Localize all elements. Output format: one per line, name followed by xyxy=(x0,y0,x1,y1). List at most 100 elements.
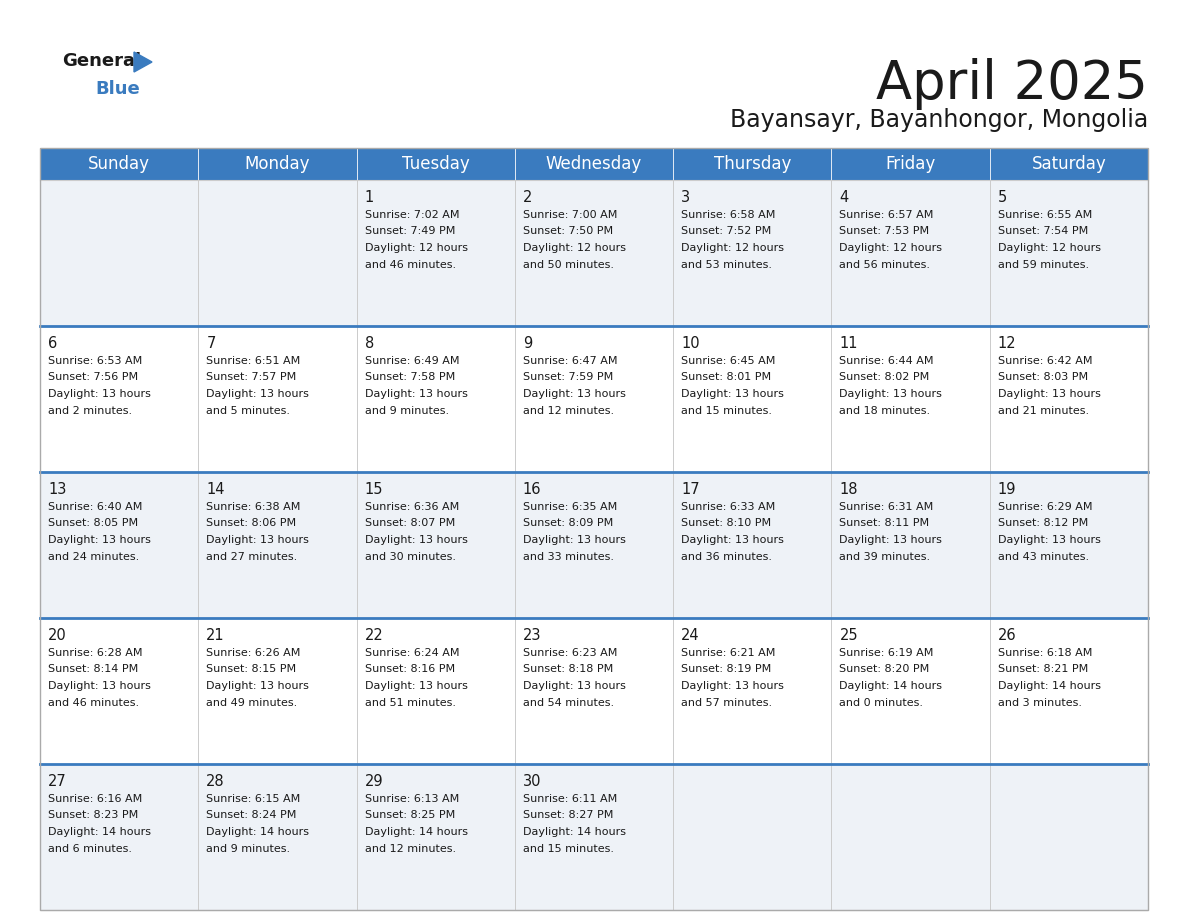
Text: Sunset: 8:24 PM: Sunset: 8:24 PM xyxy=(207,811,297,821)
Text: Daylight: 13 hours: Daylight: 13 hours xyxy=(207,681,309,691)
Text: Daylight: 14 hours: Daylight: 14 hours xyxy=(48,827,151,837)
Text: Daylight: 13 hours: Daylight: 13 hours xyxy=(48,389,151,399)
Bar xyxy=(40,472,198,618)
Bar xyxy=(990,326,1148,472)
Text: Sunrise: 6:26 AM: Sunrise: 6:26 AM xyxy=(207,648,301,658)
Bar xyxy=(514,148,674,180)
Text: Sunrise: 6:45 AM: Sunrise: 6:45 AM xyxy=(681,356,776,366)
Text: 22: 22 xyxy=(365,628,384,643)
Text: Sunrise: 7:02 AM: Sunrise: 7:02 AM xyxy=(365,210,459,220)
Text: Daylight: 13 hours: Daylight: 13 hours xyxy=(207,535,309,545)
Text: 24: 24 xyxy=(681,628,700,643)
Bar xyxy=(514,180,674,326)
Bar xyxy=(40,148,198,180)
Text: 6: 6 xyxy=(48,336,57,351)
Text: and 43 minutes.: and 43 minutes. xyxy=(998,552,1089,562)
Text: Sunset: 7:49 PM: Sunset: 7:49 PM xyxy=(365,227,455,237)
Text: Sunrise: 6:55 AM: Sunrise: 6:55 AM xyxy=(998,210,1092,220)
Text: Sunrise: 6:29 AM: Sunrise: 6:29 AM xyxy=(998,502,1092,512)
Text: and 0 minutes.: and 0 minutes. xyxy=(840,698,923,708)
Text: and 50 minutes.: and 50 minutes. xyxy=(523,260,614,270)
Text: 1: 1 xyxy=(365,190,374,205)
Text: and 12 minutes.: and 12 minutes. xyxy=(365,844,456,854)
Text: Sunrise: 6:23 AM: Sunrise: 6:23 AM xyxy=(523,648,618,658)
Text: 2: 2 xyxy=(523,190,532,205)
Text: 18: 18 xyxy=(840,482,858,497)
Bar xyxy=(514,618,674,764)
Text: Daylight: 13 hours: Daylight: 13 hours xyxy=(48,681,151,691)
Text: Sunrise: 6:35 AM: Sunrise: 6:35 AM xyxy=(523,502,617,512)
Text: 9: 9 xyxy=(523,336,532,351)
Text: Sunset: 7:58 PM: Sunset: 7:58 PM xyxy=(365,373,455,383)
Text: Sunset: 8:16 PM: Sunset: 8:16 PM xyxy=(365,665,455,675)
Text: Sunrise: 7:00 AM: Sunrise: 7:00 AM xyxy=(523,210,618,220)
Text: 28: 28 xyxy=(207,774,225,789)
Text: Daylight: 13 hours: Daylight: 13 hours xyxy=(207,389,309,399)
Text: Tuesday: Tuesday xyxy=(402,155,469,173)
Bar xyxy=(356,326,514,472)
Text: 29: 29 xyxy=(365,774,384,789)
Text: Sunrise: 6:24 AM: Sunrise: 6:24 AM xyxy=(365,648,459,658)
Text: and 57 minutes.: and 57 minutes. xyxy=(681,698,772,708)
Text: and 46 minutes.: and 46 minutes. xyxy=(48,698,139,708)
Text: Sunday: Sunday xyxy=(88,155,150,173)
Text: Daylight: 14 hours: Daylight: 14 hours xyxy=(523,827,626,837)
Text: Daylight: 13 hours: Daylight: 13 hours xyxy=(523,535,626,545)
Text: and 3 minutes.: and 3 minutes. xyxy=(998,698,1082,708)
Text: Sunset: 7:59 PM: Sunset: 7:59 PM xyxy=(523,373,613,383)
Text: and 39 minutes.: and 39 minutes. xyxy=(840,552,930,562)
Text: Daylight: 13 hours: Daylight: 13 hours xyxy=(840,535,942,545)
Text: Sunset: 7:50 PM: Sunset: 7:50 PM xyxy=(523,227,613,237)
Bar xyxy=(198,618,356,764)
Text: Sunrise: 6:33 AM: Sunrise: 6:33 AM xyxy=(681,502,776,512)
Text: Daylight: 12 hours: Daylight: 12 hours xyxy=(523,243,626,253)
Text: and 56 minutes.: and 56 minutes. xyxy=(840,260,930,270)
Text: Sunset: 8:20 PM: Sunset: 8:20 PM xyxy=(840,665,930,675)
Bar xyxy=(832,472,990,618)
Text: Daylight: 13 hours: Daylight: 13 hours xyxy=(840,389,942,399)
Text: Daylight: 13 hours: Daylight: 13 hours xyxy=(48,535,151,545)
Text: Bayansayr, Bayanhongor, Mongolia: Bayansayr, Bayanhongor, Mongolia xyxy=(729,108,1148,132)
Text: Sunset: 8:18 PM: Sunset: 8:18 PM xyxy=(523,665,613,675)
Text: Sunrise: 6:38 AM: Sunrise: 6:38 AM xyxy=(207,502,301,512)
Text: Sunrise: 6:40 AM: Sunrise: 6:40 AM xyxy=(48,502,143,512)
Bar xyxy=(356,764,514,910)
Text: Sunrise: 6:28 AM: Sunrise: 6:28 AM xyxy=(48,648,143,658)
Text: 30: 30 xyxy=(523,774,542,789)
Text: Sunset: 8:03 PM: Sunset: 8:03 PM xyxy=(998,373,1088,383)
Text: Sunset: 8:01 PM: Sunset: 8:01 PM xyxy=(681,373,771,383)
Bar xyxy=(514,326,674,472)
Text: Daylight: 12 hours: Daylight: 12 hours xyxy=(840,243,942,253)
Text: Daylight: 14 hours: Daylight: 14 hours xyxy=(840,681,942,691)
Bar xyxy=(356,148,514,180)
Text: Sunset: 7:56 PM: Sunset: 7:56 PM xyxy=(48,373,138,383)
Text: Sunrise: 6:53 AM: Sunrise: 6:53 AM xyxy=(48,356,143,366)
Text: Sunrise: 6:47 AM: Sunrise: 6:47 AM xyxy=(523,356,618,366)
Text: and 12 minutes.: and 12 minutes. xyxy=(523,406,614,416)
Text: Daylight: 13 hours: Daylight: 13 hours xyxy=(523,681,626,691)
Text: Daylight: 14 hours: Daylight: 14 hours xyxy=(998,681,1101,691)
Bar xyxy=(198,148,356,180)
Bar xyxy=(674,326,832,472)
Text: Monday: Monday xyxy=(245,155,310,173)
Text: Sunset: 8:25 PM: Sunset: 8:25 PM xyxy=(365,811,455,821)
Text: 25: 25 xyxy=(840,628,858,643)
Text: Sunrise: 6:49 AM: Sunrise: 6:49 AM xyxy=(365,356,459,366)
Text: Sunrise: 6:19 AM: Sunrise: 6:19 AM xyxy=(840,648,934,658)
Text: Daylight: 13 hours: Daylight: 13 hours xyxy=(523,389,626,399)
Bar xyxy=(832,148,990,180)
Text: Daylight: 13 hours: Daylight: 13 hours xyxy=(681,535,784,545)
Text: Sunset: 8:12 PM: Sunset: 8:12 PM xyxy=(998,519,1088,529)
Text: Sunrise: 6:31 AM: Sunrise: 6:31 AM xyxy=(840,502,934,512)
Text: Daylight: 12 hours: Daylight: 12 hours xyxy=(365,243,468,253)
Text: Daylight: 14 hours: Daylight: 14 hours xyxy=(365,827,468,837)
Bar xyxy=(198,180,356,326)
Bar xyxy=(674,180,832,326)
Bar xyxy=(40,148,1148,910)
Text: Sunrise: 6:36 AM: Sunrise: 6:36 AM xyxy=(365,502,459,512)
Bar xyxy=(674,764,832,910)
Text: and 51 minutes.: and 51 minutes. xyxy=(365,698,455,708)
Text: Daylight: 12 hours: Daylight: 12 hours xyxy=(681,243,784,253)
Text: and 6 minutes.: and 6 minutes. xyxy=(48,844,132,854)
Text: 3: 3 xyxy=(681,190,690,205)
